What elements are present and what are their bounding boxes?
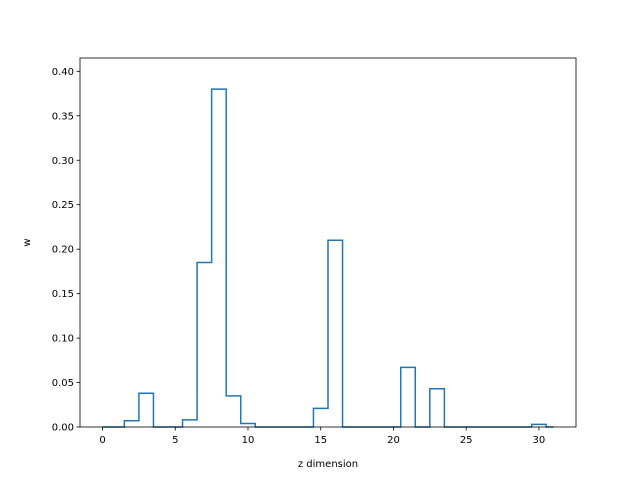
y-tick-label: 0.15 [52,289,74,300]
y-axis-label: w [22,238,33,246]
y-tick-label: 0.30 [52,156,74,167]
y-axis-ticks: 0.00 0.05 0.10 0.15 0.20 0.25 0.30 0.35 0.40 [52,67,80,434]
x-axis-ticks: 0 5 10 15 20 25 30 [99,427,545,446]
x-tick-label: 15 [314,435,327,446]
y-tick-label: 0.25 [52,200,74,211]
x-tick-label: 0 [99,435,105,446]
x-tick-label: 20 [387,435,400,446]
y-tick-label: 0.10 [52,334,74,345]
y-tick-label: 0.40 [52,67,74,78]
x-tick-label: 30 [533,435,546,446]
y-tick-label: 0.20 [52,245,74,256]
plot-frame [79,57,577,428]
x-tick-label: 25 [460,435,473,446]
y-tick-label: 0.05 [52,378,74,389]
x-tick-label: 5 [172,435,178,446]
y-tick-label: 0.00 [52,423,74,434]
x-axis-label: z dimension [298,459,358,470]
y-tick-label: 0.35 [52,111,74,122]
x-tick-label: 10 [242,435,255,446]
